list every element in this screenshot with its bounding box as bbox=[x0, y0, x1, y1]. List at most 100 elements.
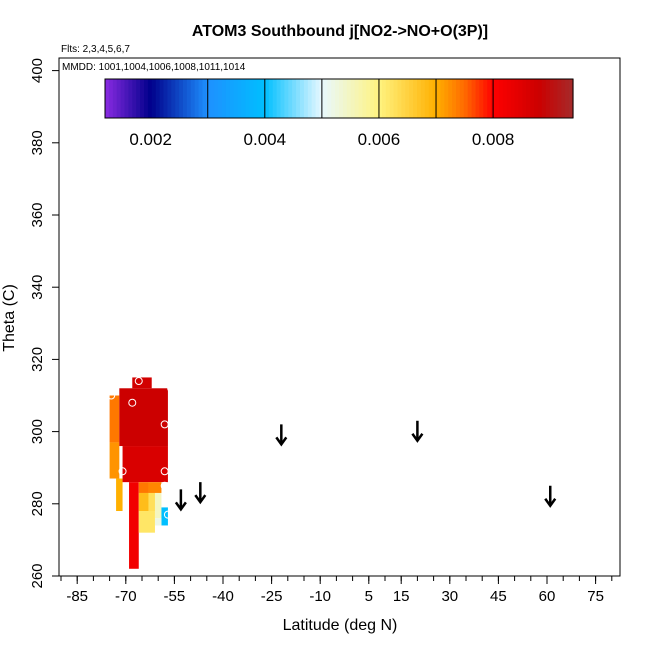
colorbar-segment bbox=[268, 79, 274, 118]
y-tick-label-4: 340 bbox=[29, 275, 46, 300]
colorbar-segment bbox=[264, 79, 270, 118]
colorbar-segment bbox=[350, 79, 356, 118]
colorbar-segment bbox=[171, 79, 176, 118]
colorbar-segment bbox=[537, 79, 543, 118]
colorbar-segment bbox=[272, 79, 278, 118]
colorbar-segment bbox=[339, 79, 344, 118]
colorbar-segment bbox=[565, 79, 570, 118]
colorbar-segment bbox=[374, 79, 379, 118]
x-tick-label-3: -40 bbox=[212, 588, 234, 605]
colorbar-segment bbox=[253, 79, 258, 118]
x-tick-label-9: 45 bbox=[490, 588, 507, 605]
x-tick-label-1: -70 bbox=[115, 588, 137, 605]
sample-marker-7 bbox=[160, 481, 169, 490]
y-tick-label-5: 360 bbox=[29, 202, 46, 227]
field-cell-9 bbox=[148, 482, 162, 493]
field-cell-6 bbox=[129, 482, 139, 569]
y-tick-label-3: 320 bbox=[29, 347, 46, 372]
colorbar-segment bbox=[183, 79, 188, 118]
colorbar-segment bbox=[393, 79, 399, 118]
field-cell-7 bbox=[138, 482, 149, 493]
y-tick-label-1: 280 bbox=[29, 491, 46, 516]
colorbar-segment bbox=[569, 79, 574, 118]
colorbar-segment bbox=[545, 79, 551, 118]
colorbar-segment bbox=[140, 79, 145, 118]
colorbar-segment bbox=[190, 79, 196, 118]
sample-marker-1 bbox=[128, 398, 137, 407]
dates-label: MMDD: 1001,1004,1006,1008,1011,1014 bbox=[62, 62, 246, 73]
sample-marker-0 bbox=[107, 391, 116, 400]
colorbar-segment bbox=[557, 79, 562, 118]
colorbar-segment bbox=[124, 79, 129, 118]
x-tick-label-10: 60 bbox=[539, 588, 556, 605]
flight-arrow-head bbox=[174, 501, 187, 512]
colorbar-segment bbox=[448, 79, 453, 118]
y-axis: 260 280 300 320 340 360 380 400 bbox=[29, 58, 59, 589]
field-cell-3 bbox=[119, 388, 168, 447]
sample-marker-8 bbox=[163, 510, 172, 519]
field-cell-8 bbox=[138, 492, 149, 512]
field-cell-2 bbox=[116, 478, 123, 512]
sample-marker-4 bbox=[160, 420, 169, 429]
colorbar-segment bbox=[175, 79, 180, 118]
x-tick-label-7: 15 bbox=[393, 588, 410, 605]
colorbar-segment bbox=[202, 79, 207, 118]
colorbar-segment bbox=[292, 79, 297, 118]
chart-title: ATOM3 Southbound j[NO2->NO+O(3P)] bbox=[192, 23, 488, 40]
colorbar-segment bbox=[428, 79, 434, 118]
colorbar-segment bbox=[315, 79, 321, 118]
colorbar-segment bbox=[151, 79, 157, 118]
colorbar-segment bbox=[186, 79, 192, 118]
colorbar-segment bbox=[518, 79, 523, 118]
colorbar-segment bbox=[132, 79, 137, 118]
colorbar-segment bbox=[378, 79, 383, 118]
colorbar-segment bbox=[475, 79, 480, 118]
colorbar-segment bbox=[159, 79, 165, 118]
colorbar-segment bbox=[327, 79, 332, 118]
colorbar-segment bbox=[440, 79, 445, 118]
colorbar-segment bbox=[147, 79, 153, 118]
colorbar-segment bbox=[370, 79, 375, 118]
data-field bbox=[109, 377, 168, 569]
colorbar-segment bbox=[456, 79, 461, 118]
flight-arrow-head bbox=[275, 436, 288, 447]
colorbar-segment bbox=[206, 79, 211, 118]
colorbar-segment bbox=[530, 79, 535, 118]
colorbar-segment bbox=[144, 79, 149, 118]
colorbar-segment bbox=[222, 79, 227, 118]
colorbar-segment bbox=[296, 79, 301, 118]
colorbar-segment bbox=[300, 79, 305, 118]
colorbar-segment bbox=[385, 79, 391, 118]
colorbar-segment bbox=[366, 79, 371, 118]
field-cell-10 bbox=[148, 492, 159, 512]
y-tick-label-0: 260 bbox=[29, 563, 46, 588]
colorbar-segment bbox=[413, 79, 418, 118]
field-cell-0 bbox=[109, 395, 120, 443]
field-cell-5 bbox=[122, 446, 168, 483]
colorbar-segment bbox=[323, 79, 328, 118]
colorbar-segment bbox=[409, 79, 414, 118]
colorbar-segment bbox=[502, 79, 508, 118]
y-tick-label-2: 300 bbox=[29, 419, 46, 444]
colorbar-segment bbox=[198, 79, 204, 118]
colorbar-segment bbox=[237, 79, 243, 118]
colorbar-segment bbox=[541, 79, 547, 118]
colorbar-segment bbox=[249, 79, 254, 118]
colorbar-segment bbox=[487, 79, 492, 118]
colorbar-segment bbox=[303, 79, 309, 118]
colorbar-segment bbox=[389, 79, 395, 118]
colorbar-segment bbox=[112, 79, 118, 118]
x-tick-label-4: -25 bbox=[261, 588, 283, 605]
sample-marker-5 bbox=[118, 467, 127, 476]
colorbar-segment bbox=[514, 79, 519, 118]
colorbar-tick-label-2: 0.006 bbox=[358, 130, 401, 149]
colorbar-segment bbox=[354, 79, 360, 118]
colorbar-segment bbox=[214, 79, 219, 118]
colorbar-segment bbox=[257, 79, 262, 118]
colorbar-segment bbox=[479, 79, 484, 118]
plot-frame bbox=[58, 57, 621, 577]
colorbar-segment bbox=[498, 79, 504, 118]
colorbar-segment bbox=[417, 79, 422, 118]
colorbar-segment bbox=[534, 79, 539, 118]
